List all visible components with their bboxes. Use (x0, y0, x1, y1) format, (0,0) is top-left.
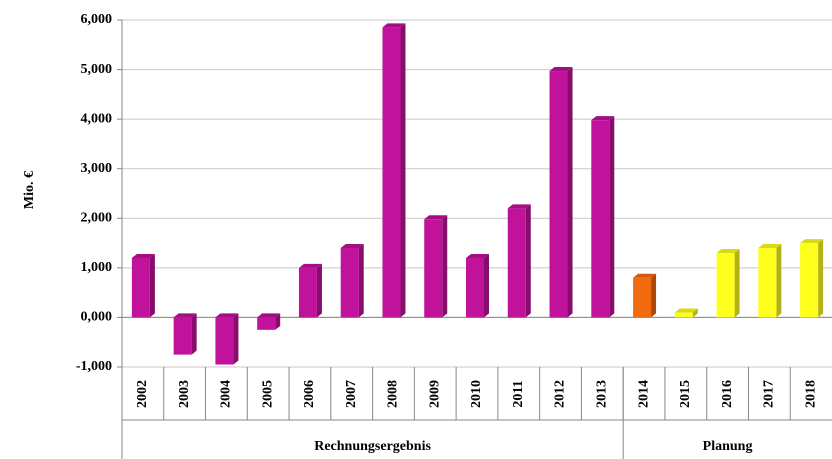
x-tick-label: 2005 (260, 380, 275, 408)
x-tick-label: 2011 (511, 380, 526, 407)
x-tick-label: 2016 (720, 380, 735, 408)
group-label: Rechnungsergebnis (314, 439, 431, 454)
x-tick-label: 2004 (219, 380, 234, 408)
x-tick-label: 2017 (762, 380, 777, 408)
bar (131, 257, 150, 318)
bar (758, 248, 777, 318)
x-tick-label: 2002 (135, 380, 150, 408)
bar (716, 252, 735, 318)
bar-side (484, 253, 489, 318)
bar-top (215, 313, 239, 318)
bar-side (692, 308, 698, 318)
bar-top (591, 116, 615, 121)
bar (674, 312, 693, 318)
y-tick-label: 4,000 (81, 111, 113, 126)
bar-side (734, 248, 740, 318)
y-tick-label: 0,000 (81, 310, 113, 325)
bar-side (358, 244, 364, 318)
y-tick-label: 6,000 (81, 12, 113, 27)
bar-top (800, 239, 824, 244)
y-tick-label: 3,000 (81, 161, 113, 176)
bar (424, 219, 443, 318)
bar-top (674, 308, 698, 313)
group-label: Planung (703, 439, 753, 454)
bar-side (149, 253, 155, 318)
y-tick-label: 5,000 (81, 62, 113, 77)
x-tick-label: 2012 (553, 380, 568, 408)
y-tick-label: 2,000 (81, 211, 113, 226)
bar (800, 243, 819, 318)
bar-top (716, 248, 740, 253)
bar-side (316, 263, 322, 318)
y-tick-label: -1,000 (76, 359, 112, 374)
bar-side (609, 116, 615, 318)
bar-top (507, 204, 531, 209)
bar (298, 267, 317, 318)
bar-side (191, 313, 197, 355)
bar (382, 27, 401, 318)
bar-top (633, 273, 657, 278)
bar (633, 277, 652, 318)
bar (173, 317, 192, 355)
x-tick-label: 2009 (427, 380, 442, 408)
bar (549, 71, 568, 318)
bar-side (651, 273, 657, 318)
x-tick-label: 2003 (177, 380, 192, 408)
bar (340, 248, 359, 318)
bar-top (382, 23, 406, 28)
bar-top (758, 244, 782, 249)
x-tick-label: 2018 (803, 380, 818, 408)
bar-side (275, 313, 281, 330)
bar-top (424, 215, 448, 220)
x-tick-label: 2006 (302, 380, 317, 408)
bar-top (466, 253, 489, 258)
x-tick-label: 2014 (636, 380, 651, 408)
bar-side (400, 23, 406, 318)
bar (591, 120, 610, 318)
x-tick-label: 2015 (678, 380, 693, 408)
bar (466, 257, 484, 318)
x-tick-label: 2010 (469, 380, 484, 408)
bar-top (340, 244, 364, 249)
bar-top (131, 253, 155, 258)
bar (257, 317, 276, 330)
y-axis-label: Mio. € (22, 171, 37, 209)
bar-top (298, 263, 322, 268)
x-tick-label: 2007 (344, 380, 359, 408)
bar-side (818, 239, 824, 318)
x-tick-label: 2008 (386, 380, 401, 408)
bar-top (173, 313, 197, 318)
bar-side (442, 215, 448, 318)
bar-side (525, 204, 531, 318)
bar (215, 317, 234, 365)
bar (507, 208, 526, 318)
bar-side (233, 313, 239, 365)
y-tick-label: 1,000 (81, 260, 113, 275)
bar-top (549, 67, 573, 72)
bar-side (567, 67, 573, 318)
bar-top (257, 313, 281, 318)
bar-side (776, 244, 782, 318)
x-tick-label: 2013 (595, 380, 610, 408)
